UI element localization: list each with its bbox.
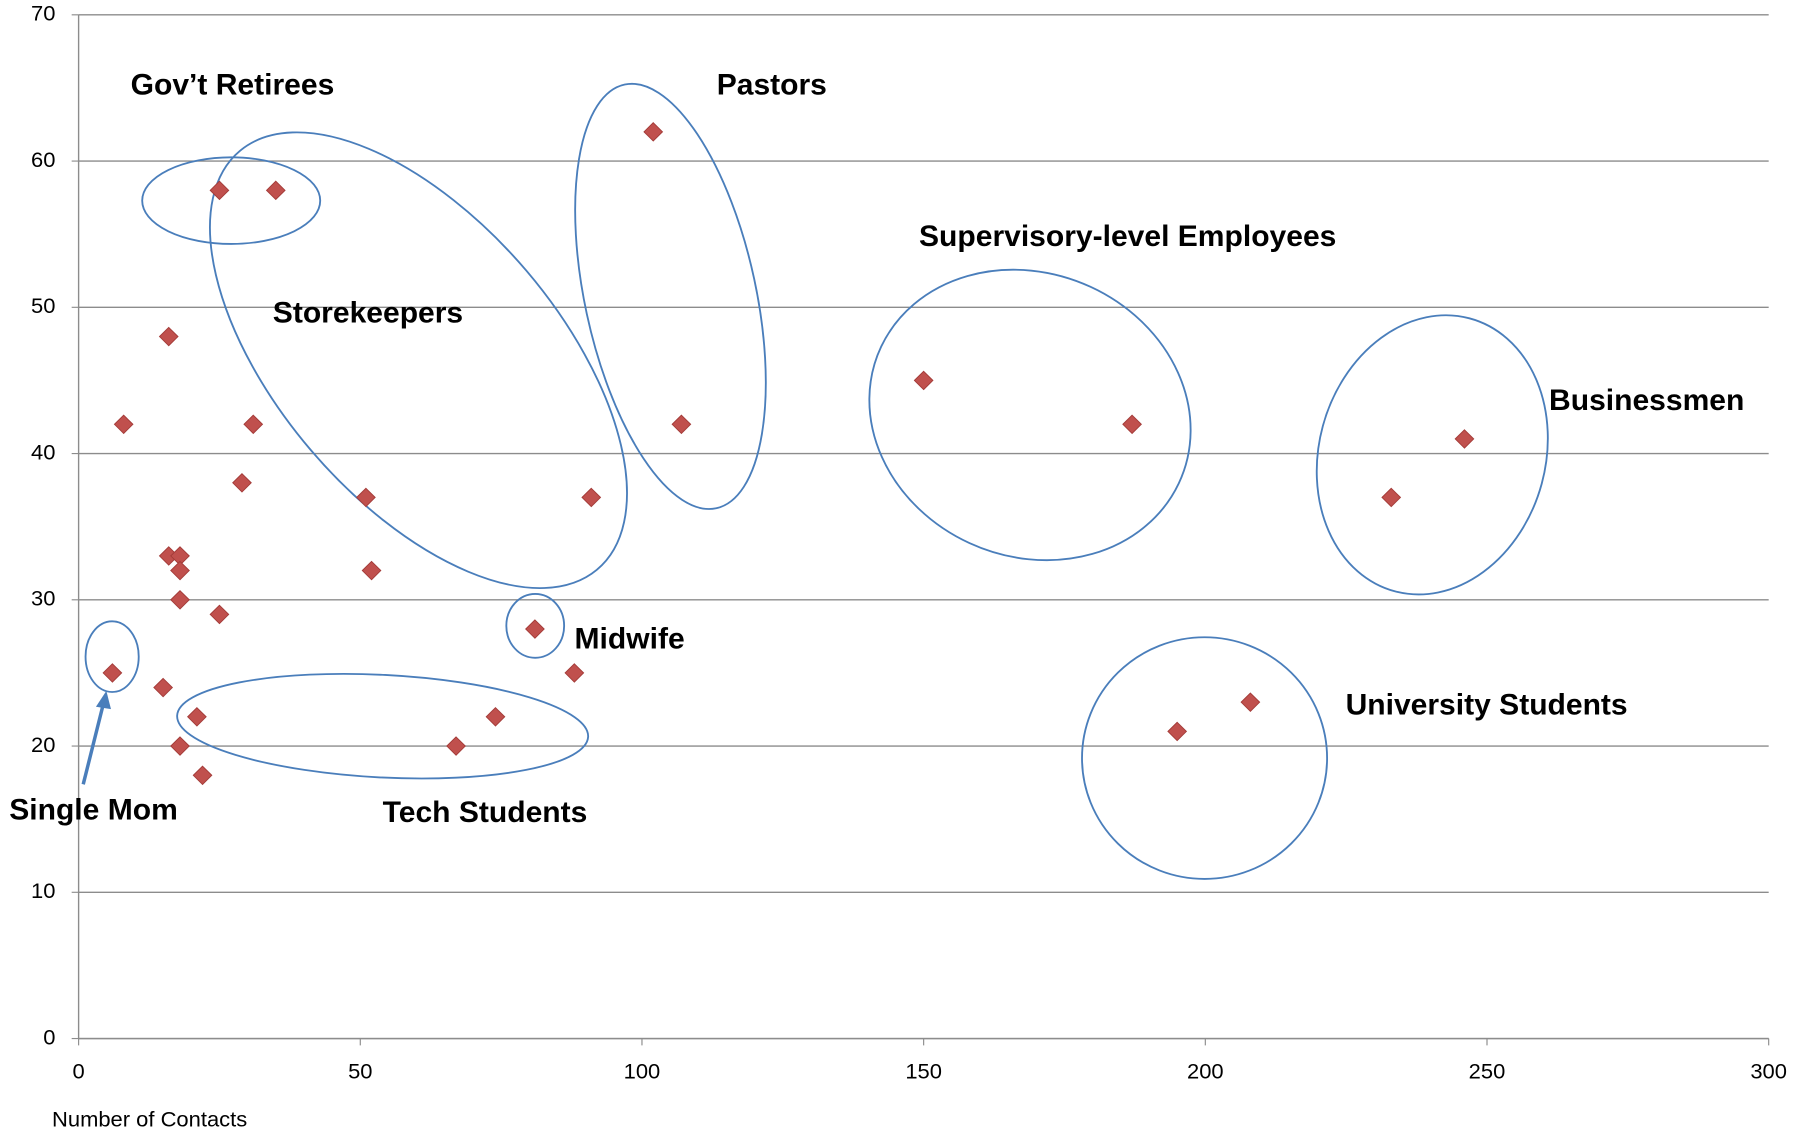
y-tick-label: 0 <box>43 1024 55 1049</box>
point <box>170 736 190 756</box>
point <box>158 326 179 347</box>
y-tick-label: 70 <box>31 1 55 26</box>
group-ring <box>574 82 767 510</box>
point <box>102 663 123 683</box>
point <box>446 736 466 756</box>
point <box>209 180 230 201</box>
x-tick-label: 200 <box>1187 1059 1224 1084</box>
x-axis-label: Number of Contacts <box>52 1106 247 1131</box>
point <box>564 663 585 683</box>
point <box>153 677 174 698</box>
point <box>187 707 207 727</box>
x-tick-label: 0 <box>73 1059 85 1084</box>
y-tick-label: 30 <box>31 586 55 611</box>
y-tick-label: 20 <box>31 732 55 757</box>
point <box>356 487 376 508</box>
point <box>1381 487 1402 508</box>
point <box>1240 692 1261 712</box>
group-ring <box>1081 636 1329 880</box>
plot: Number of Contacts 0 10 20 30 40 50 60 70 0 50 100… <box>9 1 1787 1132</box>
point <box>170 560 190 581</box>
point <box>192 765 213 786</box>
point <box>913 370 934 391</box>
group-ring <box>176 672 590 780</box>
point <box>643 122 664 142</box>
point <box>525 619 545 639</box>
annotation: Tech Students <box>383 796 588 829</box>
annotation: Storekeepers <box>273 297 463 330</box>
group-ring <box>141 156 322 245</box>
y-tick-label: 40 <box>31 439 55 464</box>
group-ring <box>505 593 566 659</box>
x-tick-label: 100 <box>624 1059 661 1084</box>
point <box>485 707 506 727</box>
annotation: Single Mom <box>9 794 178 827</box>
point <box>361 560 382 581</box>
point <box>113 414 134 435</box>
annotation: University Students <box>1346 689 1628 722</box>
group-ring <box>868 268 1192 562</box>
arrow <box>81 700 106 785</box>
point <box>671 414 692 435</box>
annotation: Midwife <box>575 623 685 656</box>
point <box>1122 414 1142 435</box>
annotation: Pastors <box>717 69 827 102</box>
x-tick-label: 50 <box>348 1059 372 1084</box>
x-tick-label: 300 <box>1750 1059 1787 1084</box>
point <box>1167 721 1188 742</box>
point <box>209 604 230 625</box>
y-tick-label: 10 <box>31 878 55 903</box>
group-ring <box>84 620 140 693</box>
point <box>581 487 602 508</box>
point <box>243 414 264 435</box>
x-tick-label: 250 <box>1469 1059 1506 1084</box>
arrow-head <box>95 690 111 710</box>
point <box>232 473 252 493</box>
y-tick-label: 50 <box>31 293 55 318</box>
group-ring <box>1315 314 1549 596</box>
point <box>170 590 190 610</box>
annotation: Gov’t Retirees <box>131 69 335 102</box>
annotation: Businessmen <box>1549 384 1744 417</box>
point <box>1454 429 1475 449</box>
x-tick-label: 150 <box>905 1059 942 1084</box>
annotation: Supervisory-level Employees <box>919 220 1336 253</box>
group-ring <box>209 131 628 590</box>
point <box>265 180 286 201</box>
y-tick-label: 60 <box>31 147 55 172</box>
